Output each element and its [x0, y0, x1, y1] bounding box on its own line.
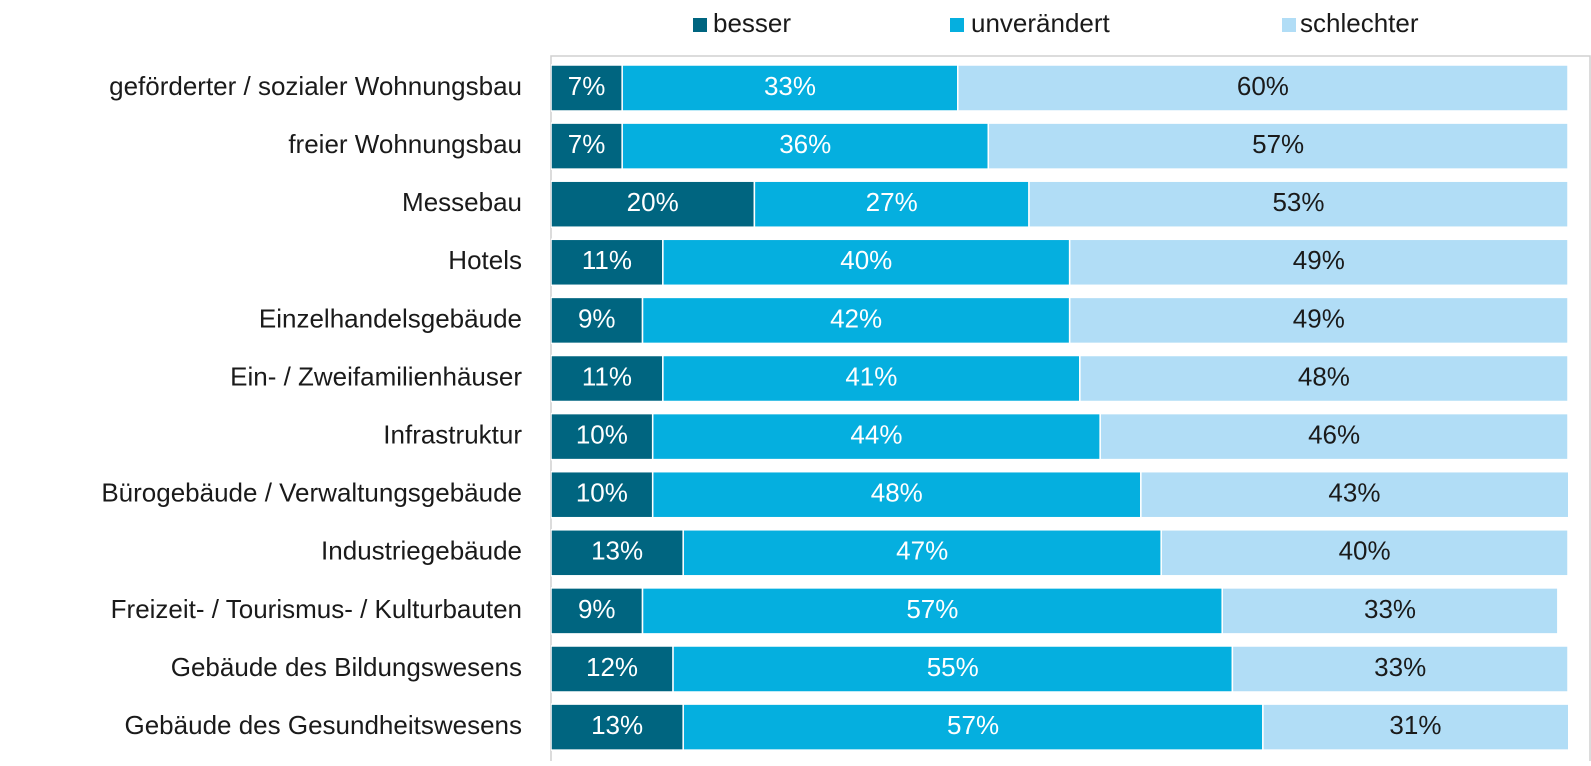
legend-label: besser — [713, 8, 791, 38]
category-label: freier Wohnungsbau — [288, 129, 522, 159]
category-label: geförderter / sozialer Wohnungsbau — [109, 71, 522, 101]
data-label: 49% — [1293, 303, 1345, 333]
data-label: 49% — [1293, 245, 1345, 275]
category-label: Messebau — [402, 187, 522, 217]
bar-segment — [641, 587, 1223, 635]
data-label: 9% — [578, 303, 616, 333]
bar-segment — [551, 470, 654, 519]
bar-segment — [1028, 180, 1568, 228]
legend-swatch — [693, 18, 707, 32]
data-label: 7% — [568, 129, 606, 159]
plot-frame — [550, 55, 1591, 766]
data-label: 20% — [627, 187, 679, 217]
data-label: 40% — [840, 245, 892, 275]
bar-segment — [1079, 354, 1568, 403]
data-label: 12% — [586, 652, 638, 682]
legend-swatch — [1282, 18, 1296, 32]
data-label: 31% — [1389, 710, 1441, 740]
bar-segment — [672, 645, 1234, 693]
category-label: Freizeit- / Tourismus- / Kulturbauten — [111, 594, 522, 624]
category-label: Industriegebäude — [321, 536, 522, 566]
legend-label: schlechter — [1300, 8, 1419, 38]
bar-segment — [651, 412, 1101, 461]
bar-segment — [682, 529, 1162, 577]
category-label: Einzelhandelsgebäude — [259, 303, 522, 333]
data-label: 42% — [830, 303, 882, 333]
data-label: 11% — [582, 245, 632, 275]
data-label: 47% — [896, 536, 948, 566]
data-label: 53% — [1272, 187, 1324, 217]
data-label: 13% — [591, 710, 643, 740]
bar-segment — [551, 64, 623, 112]
bar-segment — [551, 412, 654, 461]
data-label: 41% — [845, 361, 897, 391]
data-label: 57% — [947, 710, 999, 740]
bar-segment — [1231, 645, 1568, 693]
category-label: Gebäude des Gesundheitswesens — [125, 710, 523, 740]
data-label: 13% — [591, 536, 643, 566]
category-label: Infrastruktur — [383, 419, 522, 449]
category-label: Hotels — [448, 245, 522, 275]
bars — [551, 64, 1568, 751]
bar-segment — [1099, 412, 1568, 461]
bar-segment — [621, 64, 959, 112]
bar-segment — [1068, 238, 1568, 287]
bar-segment — [1262, 703, 1568, 751]
category-label: Ein- / Zweifamilienhäuser — [230, 361, 522, 391]
bar-segment — [1140, 470, 1568, 519]
category-label: Bürogebäude / Verwaltungsgebäude — [101, 478, 522, 508]
bar-segment — [1160, 529, 1568, 577]
category-label: Gebäude des Bildungswesens — [171, 652, 522, 682]
data-label: 57% — [906, 594, 958, 624]
data-label: 27% — [866, 187, 918, 217]
data-label: 57% — [1252, 129, 1304, 159]
bar-segment — [662, 238, 1071, 287]
data-label: 44% — [850, 419, 902, 449]
bar-segment — [957, 64, 1568, 112]
data-label: 46% — [1308, 419, 1360, 449]
data-label: 33% — [1364, 594, 1416, 624]
data-label: 55% — [927, 652, 979, 682]
bar-segment — [753, 180, 1030, 228]
legend-label: unverändert — [971, 8, 1111, 38]
data-label: 48% — [871, 478, 923, 508]
data-label: 7% — [568, 71, 606, 101]
data-label: 33% — [1374, 652, 1426, 682]
legend-swatch — [950, 18, 964, 32]
data-label: 10% — [576, 419, 628, 449]
data-label: 40% — [1339, 536, 1391, 566]
bar-segment — [1221, 587, 1559, 635]
data-label: 33% — [764, 71, 816, 101]
bar-segment — [987, 122, 1568, 170]
bar-segment — [651, 470, 1142, 519]
bar-segment — [551, 296, 644, 345]
data-label: 60% — [1237, 71, 1289, 101]
data-label: 9% — [578, 594, 616, 624]
bar-segment — [551, 645, 674, 693]
bar-segment — [641, 296, 1071, 345]
data-label: 43% — [1328, 478, 1380, 508]
data-label: 48% — [1298, 361, 1350, 391]
bar-segment — [1068, 296, 1568, 345]
data-label: 11% — [582, 361, 632, 391]
bar-segment — [621, 122, 990, 170]
data-label: 36% — [779, 129, 831, 159]
bar-segment — [551, 354, 664, 403]
bar-segment — [682, 703, 1264, 751]
data-label: 10% — [576, 478, 628, 508]
